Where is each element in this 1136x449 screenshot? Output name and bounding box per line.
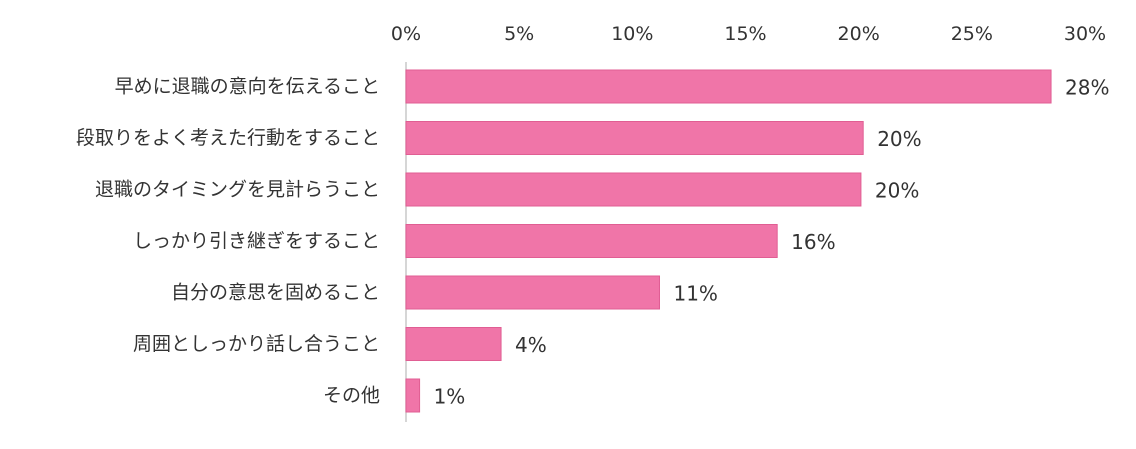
bar: [405, 172, 862, 207]
x-tick-label: 5%: [504, 23, 534, 45]
x-tick-label: 20%: [838, 23, 880, 45]
value-label: 20%: [875, 179, 919, 203]
bar: [405, 121, 864, 155]
value-label: 20%: [877, 127, 921, 151]
value-label: 11%: [673, 282, 717, 306]
category-label: 周囲としっかり話し合うこと: [133, 333, 380, 355]
value-label: 28%: [1065, 76, 1109, 100]
category-label: 退職のタイミングを見計らうこと: [95, 179, 380, 201]
category-label: 段取りをよく考えた行動をすること: [76, 127, 380, 149]
value-labels: 28% 20% 20% 16% 11% 4% 1%: [434, 76, 1110, 409]
x-tick-label: 0%: [391, 23, 421, 45]
bar: [405, 275, 660, 310]
x-tick-label: 25%: [951, 23, 993, 45]
bars: [405, 69, 1052, 413]
bar: [405, 224, 778, 258]
category-label: 早めに退職の意向を伝えること: [115, 76, 380, 98]
bar: [405, 327, 502, 361]
category-labels: 早めに退職の意向を伝えること段取りをよく考えた行動をすること退職のタイミングを見…: [76, 76, 380, 407]
category-label: 自分の意思を固めること: [171, 282, 380, 304]
x-tick-label: 30%: [1064, 23, 1106, 45]
category-label: しっかり引き継ぎをすること: [133, 230, 380, 252]
category-label: その他: [323, 385, 380, 407]
bar: [405, 378, 421, 413]
bar: [405, 69, 1052, 104]
x-axis-ticks: 0% 5% 10% 15% 20% 25% 30%: [391, 23, 1106, 45]
value-label: 16%: [791, 230, 835, 254]
x-tick-label: 15%: [724, 23, 766, 45]
value-label: 4%: [515, 333, 547, 357]
x-tick-label: 10%: [611, 23, 653, 45]
value-label: 1%: [434, 385, 466, 409]
